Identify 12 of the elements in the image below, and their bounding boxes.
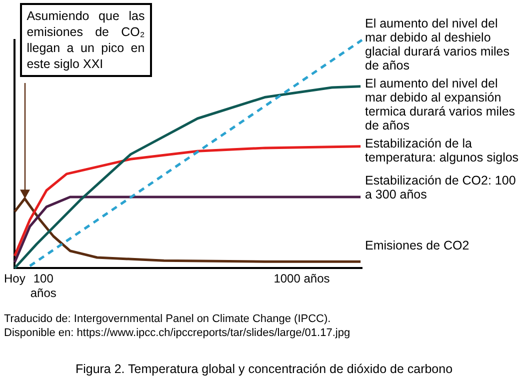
x-tick-label: Hoy <box>4 272 26 286</box>
series-label: Estabilización de la temperatura: algunos siglos <box>365 136 519 165</box>
text: Traducido de: Intergovernmental Panel on Climate Change (IPCC). <box>4 312 332 326</box>
text: Disponible en: https://www.ipcc.ch/ipccreports/tar/slides/large/01.17.jpg <box>4 326 350 340</box>
series-label: El aumento del nivel del mar debido al deshielo glacial durará varios miles de años <box>365 16 510 73</box>
series-label: El aumento del nivel del mar debido al expansión termica durará varios miles de años <box>365 76 516 133</box>
series-label: Emisiones de CO2 <box>365 238 470 252</box>
annotation: Asumiendo que las emisiones de CO₂ llegan a un pico en este siglo XXI <box>20 3 152 77</box>
text: Figura 2. Temperatura global y concentración de dióxido de carbono <box>74 362 454 376</box>
x-tick-label: 100 años <box>30 272 56 300</box>
x-tick-label: 1000 años <box>274 272 330 286</box>
series-label: Estabilización de CO2: 100 a 300 años <box>365 174 516 202</box>
